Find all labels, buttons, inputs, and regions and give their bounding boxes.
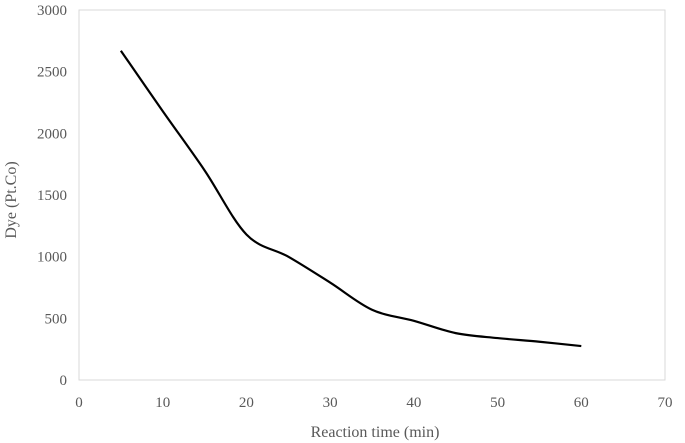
- y-axis-title: Dye (Pt.Co): [3, 161, 20, 238]
- x-tick-label: 60: [574, 395, 589, 411]
- series-layer: [119, 50, 582, 348]
- y-tick-label: 2000: [37, 126, 67, 142]
- y-tick-label: 1000: [37, 250, 67, 266]
- x-tick-label: 70: [658, 395, 673, 411]
- tick-labels: 0 500 1000 1500 2000 2500 3000 0 10 20 30 40 50 60 70: [37, 3, 673, 411]
- y-tick-label: 500: [45, 311, 68, 327]
- x-tick-label: 30: [323, 395, 338, 411]
- y-tick-label: 3000: [37, 3, 67, 19]
- y-tick-label: 1500: [37, 188, 67, 204]
- x-tick-label: 10: [155, 395, 170, 411]
- x-tick-label: 0: [75, 395, 83, 411]
- plot-area-border: [78, 9, 666, 381]
- x-tick-label: 40: [406, 395, 421, 411]
- x-axis-title: Reaction time (min): [311, 424, 440, 441]
- axes: [78, 9, 666, 381]
- y-tick-label: 2500: [37, 65, 67, 81]
- x-tick-label: 20: [239, 395, 254, 411]
- y-tick-label: 0: [60, 373, 68, 389]
- series-line-0: [119, 50, 582, 348]
- x-tick-label: 50: [490, 395, 505, 411]
